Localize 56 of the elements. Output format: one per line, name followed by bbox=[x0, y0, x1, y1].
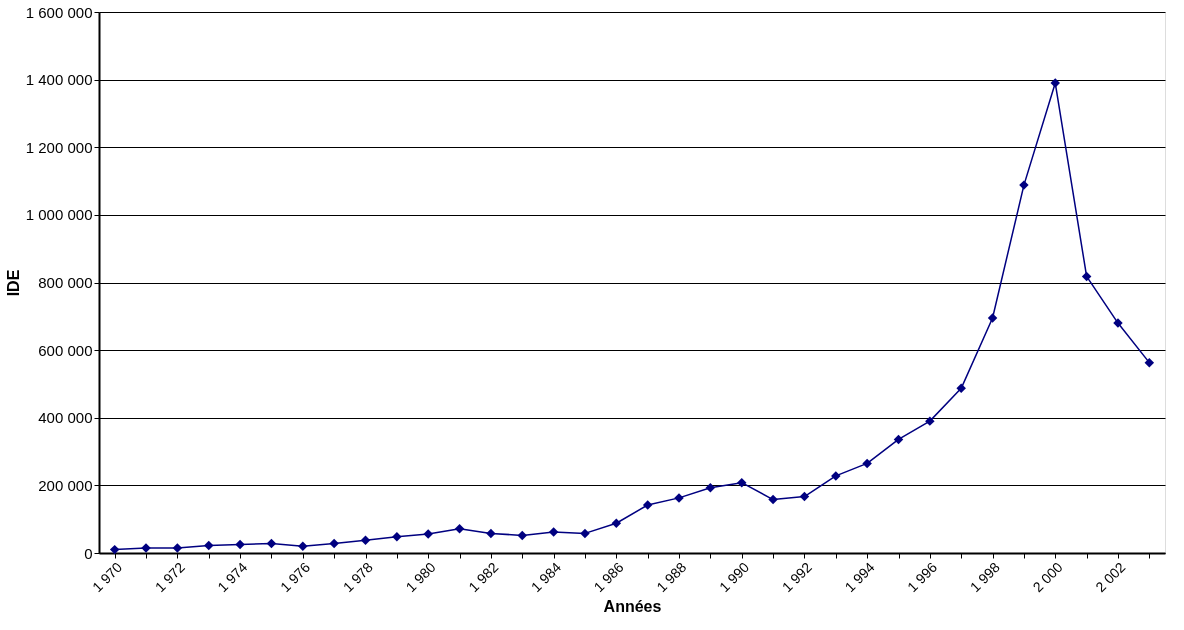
point bbox=[454, 523, 465, 534]
x-tick-label: 1 972 bbox=[151, 558, 188, 596]
point bbox=[736, 477, 747, 488]
y-tick-label: 400 000 bbox=[38, 409, 93, 427]
point bbox=[705, 483, 716, 493]
x-tick-label: 1 992 bbox=[778, 558, 815, 596]
point bbox=[987, 313, 998, 323]
x-tick-label: 1 996 bbox=[904, 558, 941, 596]
x-tick-label: 1 994 bbox=[841, 558, 878, 596]
x-tick-label: 1 990 bbox=[716, 558, 753, 596]
point bbox=[799, 491, 810, 502]
point bbox=[235, 539, 245, 550]
point bbox=[109, 544, 120, 555]
point bbox=[1144, 357, 1155, 368]
y-axis-title: IDE bbox=[4, 269, 22, 297]
x-tick-label: 2 000 bbox=[1029, 558, 1066, 596]
point bbox=[925, 416, 935, 426]
x-axis-title: Années bbox=[603, 598, 662, 616]
point bbox=[298, 541, 308, 551]
y-tick-label: 1 400 000 bbox=[25, 71, 93, 89]
x-tick-label: 1 998 bbox=[966, 558, 1004, 596]
point bbox=[642, 500, 653, 510]
point bbox=[486, 528, 496, 539]
x-tick-label: 1 982 bbox=[465, 558, 502, 596]
x-tick-label: 1 984 bbox=[527, 558, 565, 596]
point bbox=[329, 538, 339, 549]
x-tick-label: 1 988 bbox=[653, 558, 690, 596]
point bbox=[611, 518, 622, 528]
point bbox=[831, 471, 841, 481]
point bbox=[862, 458, 872, 469]
point bbox=[580, 528, 590, 539]
x-tick-label: 1 974 bbox=[214, 558, 251, 596]
x-tick-label: 2 002 bbox=[1092, 558, 1129, 596]
point bbox=[517, 530, 528, 541]
x-tick-label: 1 980 bbox=[402, 558, 439, 596]
y-tick-label: 800 000 bbox=[38, 274, 93, 291]
point bbox=[893, 434, 904, 445]
point bbox=[1081, 271, 1092, 282]
point bbox=[768, 494, 778, 505]
point bbox=[956, 383, 966, 394]
point bbox=[1050, 78, 1061, 88]
point bbox=[392, 532, 402, 542]
point bbox=[360, 535, 371, 545]
x-tick-label: 1 976 bbox=[277, 558, 314, 596]
point bbox=[548, 527, 559, 537]
point bbox=[266, 538, 277, 549]
point bbox=[203, 540, 214, 551]
point bbox=[172, 543, 183, 553]
y-tick-label: 1 600 000 bbox=[25, 3, 93, 21]
y-tick-label: 200 000 bbox=[38, 476, 93, 494]
y-tick-label: 1 200 000 bbox=[25, 138, 93, 156]
x-tick-label: 1 978 bbox=[339, 558, 377, 596]
point bbox=[423, 529, 433, 539]
y-tick-label: 1 000 000 bbox=[25, 206, 93, 224]
y-tick-label: 600 000 bbox=[38, 341, 93, 359]
x-tick-label: 1 986 bbox=[590, 558, 627, 596]
